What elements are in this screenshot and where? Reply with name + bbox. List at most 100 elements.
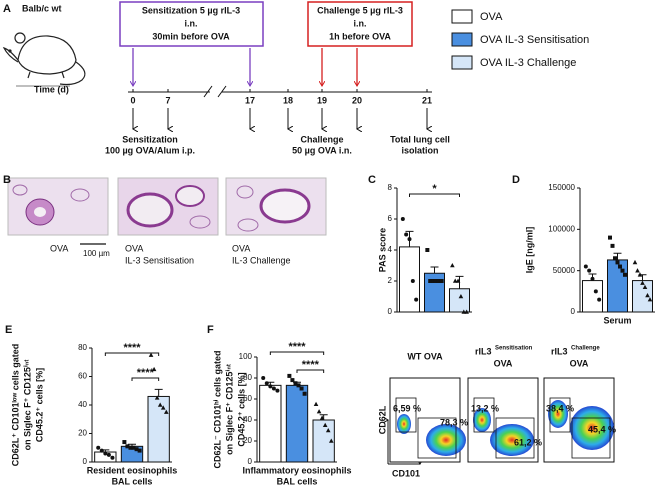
error-bar bbox=[101, 449, 110, 453]
panel-label: C bbox=[368, 174, 376, 186]
data-point bbox=[275, 388, 280, 393]
y-axis-label: CD62L⁺ CD101ˡᵒʷ cells gated bbox=[10, 344, 20, 466]
day-label: 21 bbox=[422, 95, 432, 105]
histology-caption: OVA bbox=[125, 243, 143, 253]
significance-label: **** bbox=[123, 342, 141, 354]
error-bar bbox=[293, 381, 301, 386]
data-point bbox=[163, 409, 169, 414]
data-point bbox=[431, 279, 436, 283]
y-tick-label: 6 bbox=[388, 214, 393, 223]
gate-percent: 13,2 % bbox=[471, 403, 499, 413]
data-point bbox=[316, 409, 322, 414]
flow-axes bbox=[388, 420, 420, 464]
data-point bbox=[313, 401, 319, 407]
bar bbox=[632, 280, 653, 313]
density-cloud bbox=[548, 400, 568, 428]
error-bar bbox=[613, 252, 622, 260]
data-point bbox=[96, 445, 101, 450]
significance-label: **** bbox=[288, 341, 306, 353]
panel-label: B bbox=[3, 174, 11, 186]
y-axis-label: PAS score bbox=[377, 228, 387, 272]
data-point bbox=[404, 232, 409, 237]
timeline-note: isolation bbox=[401, 145, 438, 155]
gate-percent: 61,2 % bbox=[514, 437, 542, 447]
panel-label: E bbox=[5, 324, 12, 336]
timeline-note: 100 µg OVA/Alum i.p. bbox=[105, 145, 195, 155]
density-cloud bbox=[426, 424, 466, 456]
legend-swatch bbox=[451, 32, 473, 47]
data-point bbox=[302, 391, 307, 396]
data-point bbox=[610, 243, 615, 248]
data-point bbox=[608, 235, 612, 240]
y-tick-label: 0 bbox=[83, 457, 88, 466]
density-cloud bbox=[490, 424, 534, 456]
y-tick-label: 0 bbox=[248, 457, 253, 466]
gate-percent: 78,3 % bbox=[440, 417, 468, 427]
histology-caption: IL-3 Challenge bbox=[232, 255, 291, 265]
mouse-icon bbox=[2, 32, 86, 87]
data-point bbox=[425, 248, 430, 252]
challenge-box bbox=[307, 1, 413, 47]
error-bar bbox=[128, 443, 136, 447]
data-point bbox=[99, 448, 104, 453]
bar bbox=[259, 384, 282, 463]
data-point bbox=[293, 381, 298, 386]
density-cloud bbox=[473, 408, 491, 432]
box-text: i.n. bbox=[185, 18, 198, 28]
data-point bbox=[137, 448, 142, 453]
y-axis-label: on Siglec F⁺ CD125ⁱⁿᵗ bbox=[22, 360, 32, 451]
data-point bbox=[450, 263, 455, 268]
density-cloud bbox=[397, 414, 411, 434]
histology-caption: OVA bbox=[50, 243, 68, 253]
data-point bbox=[635, 268, 640, 273]
data-point bbox=[436, 279, 441, 283]
data-point bbox=[597, 297, 602, 302]
data-point bbox=[640, 280, 645, 285]
y-tick-label: 20 bbox=[243, 436, 252, 445]
data-point bbox=[151, 366, 157, 372]
bar bbox=[285, 384, 309, 463]
box-text: 1h before OVA bbox=[329, 31, 391, 41]
data-point bbox=[410, 279, 415, 283]
legend-label: OVA IL-3 Sensitisation bbox=[480, 34, 589, 46]
legend-swatch bbox=[451, 9, 473, 24]
y-tick-label: 0 bbox=[571, 307, 576, 316]
data-point bbox=[122, 440, 127, 445]
data-point bbox=[414, 297, 419, 302]
y-tick-label: 60 bbox=[78, 372, 87, 381]
data-point bbox=[106, 452, 111, 457]
y-axis-label: IgE [ng/ml] bbox=[524, 227, 534, 274]
timeline-note: Total lung cell bbox=[390, 134, 450, 144]
error-bar bbox=[638, 274, 647, 281]
error-bar bbox=[319, 414, 328, 420]
axis-break bbox=[217, 85, 227, 98]
timeline-note: Sensitization bbox=[122, 134, 178, 144]
y-axis-label: CD45.2⁺ cells [%] bbox=[34, 368, 44, 442]
y-tick-label: 4 bbox=[388, 245, 393, 254]
bar bbox=[449, 288, 470, 313]
data-point bbox=[268, 384, 273, 389]
significance-bracket bbox=[104, 352, 160, 356]
gate-percent: 38,4 % bbox=[546, 403, 574, 413]
significance-label: **** bbox=[302, 359, 320, 371]
x-axis-label: BAL cells bbox=[277, 476, 318, 486]
day-label: 7 bbox=[165, 95, 170, 105]
data-point bbox=[647, 297, 653, 302]
data-point bbox=[128, 445, 133, 450]
data-point bbox=[261, 376, 266, 380]
y-tick-label: 100000 bbox=[548, 224, 575, 233]
day-label: 17 bbox=[245, 95, 255, 105]
panel-label: F bbox=[207, 324, 214, 336]
error-bar bbox=[430, 266, 439, 274]
flow-x-label: CD101 bbox=[392, 468, 420, 478]
gate bbox=[495, 417, 535, 459]
data-point bbox=[103, 451, 108, 456]
legend-label: OVA bbox=[480, 11, 503, 23]
data-point bbox=[632, 259, 638, 265]
error-bar bbox=[154, 388, 163, 397]
flow-y-label: CD62L bbox=[377, 405, 387, 434]
error-bar bbox=[266, 381, 275, 386]
bar bbox=[607, 259, 628, 313]
data-point bbox=[615, 260, 620, 265]
